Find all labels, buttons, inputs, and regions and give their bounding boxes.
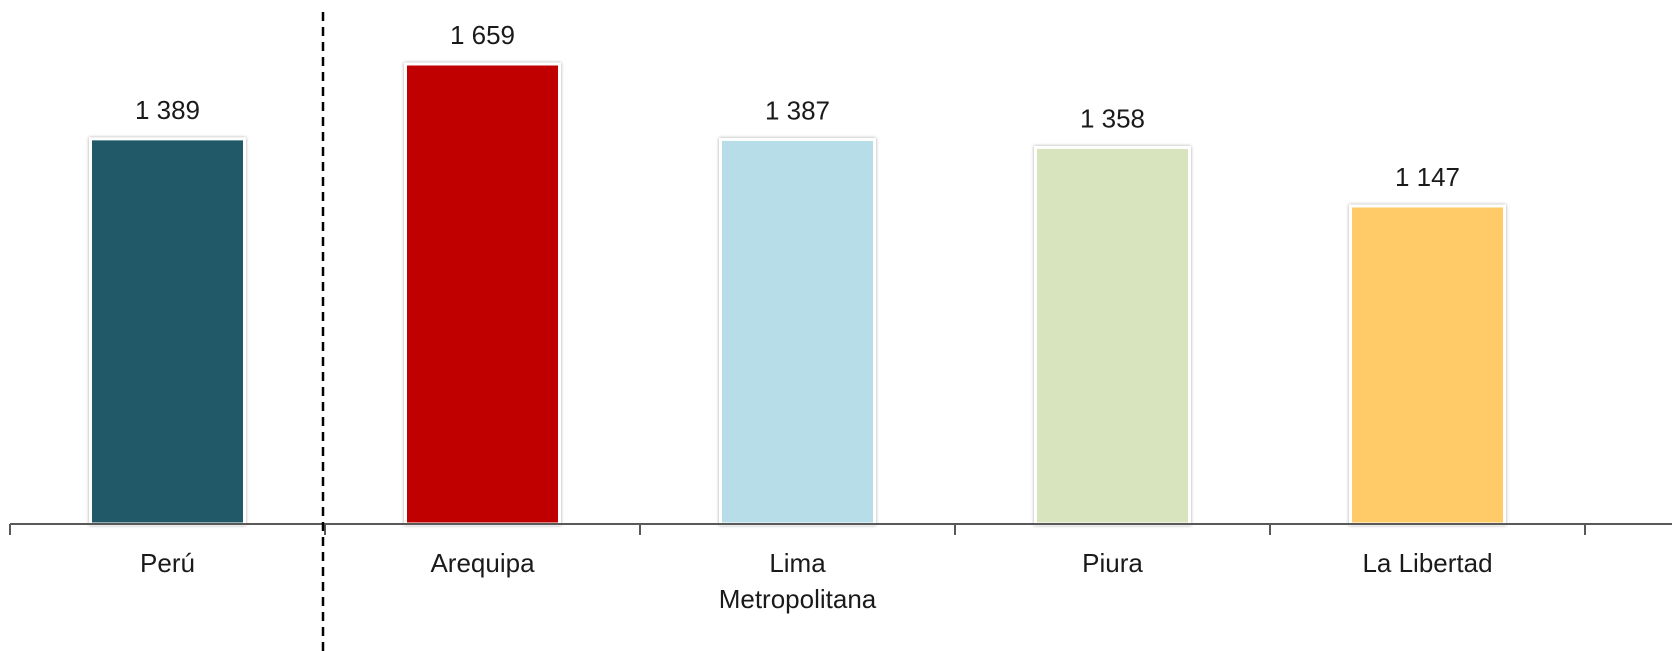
category-labels-group: Perú Arequipa Lima Metropolitana Piura La Lib… <box>140 548 1493 614</box>
category-label-2: Lima Metropolitana <box>719 548 877 614</box>
bar-0 <box>89 137 246 526</box>
category-label-0: Perú <box>140 548 195 578</box>
value-label-2: 1 387 <box>765 95 830 125</box>
value-label-1: 1 659 <box>450 20 515 50</box>
value-labels-group: 1 389 1 659 1 387 1 358 1 147 <box>135 20 1460 192</box>
value-label-0: 1 389 <box>135 95 200 125</box>
category-label-4: La Libertad <box>1362 548 1492 578</box>
bar-1 <box>404 62 561 526</box>
value-label-4: 1 147 <box>1395 162 1460 192</box>
x-axis-ticks-group <box>9 524 1586 535</box>
bar-3 <box>1034 145 1191 526</box>
bar-2 <box>719 137 876 526</box>
bars-group <box>89 62 1506 526</box>
category-label-1: Arequipa <box>430 548 535 578</box>
value-label-3: 1 358 <box>1080 103 1145 133</box>
category-label-3: Piura <box>1082 548 1143 578</box>
bar-4 <box>1349 204 1506 526</box>
